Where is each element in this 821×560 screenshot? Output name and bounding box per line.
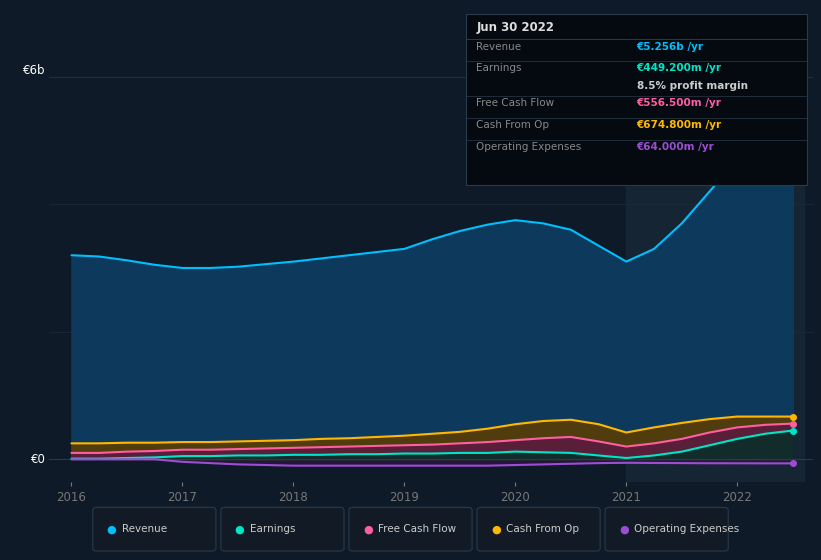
Text: Operating Expenses: Operating Expenses xyxy=(476,142,581,152)
Text: ●: ● xyxy=(619,524,629,534)
Text: Revenue: Revenue xyxy=(122,524,167,534)
Text: 8.5% profit margin: 8.5% profit margin xyxy=(637,81,748,91)
Text: Operating Expenses: Operating Expenses xyxy=(634,524,739,534)
Text: Earnings: Earnings xyxy=(476,63,521,73)
Text: Cash From Op: Cash From Op xyxy=(476,120,549,130)
Text: Earnings: Earnings xyxy=(250,524,295,534)
Text: €64.000m /yr: €64.000m /yr xyxy=(637,142,714,152)
Text: €449.200m /yr: €449.200m /yr xyxy=(637,63,722,73)
Text: Free Cash Flow: Free Cash Flow xyxy=(476,98,554,108)
Text: €674.800m /yr: €674.800m /yr xyxy=(637,120,722,130)
Text: €5.256b /yr: €5.256b /yr xyxy=(637,41,704,52)
Text: ●: ● xyxy=(363,524,373,534)
Text: Free Cash Flow: Free Cash Flow xyxy=(378,524,456,534)
Text: Cash From Op: Cash From Op xyxy=(506,524,579,534)
Text: Revenue: Revenue xyxy=(476,41,521,52)
Text: €0: €0 xyxy=(30,453,45,466)
Text: ●: ● xyxy=(491,524,501,534)
Text: ●: ● xyxy=(107,524,117,534)
Text: €556.500m /yr: €556.500m /yr xyxy=(637,98,722,108)
Bar xyxy=(626,45,804,482)
Text: €6b: €6b xyxy=(23,64,45,77)
Text: Jun 30 2022: Jun 30 2022 xyxy=(476,21,554,34)
Text: ●: ● xyxy=(235,524,245,534)
